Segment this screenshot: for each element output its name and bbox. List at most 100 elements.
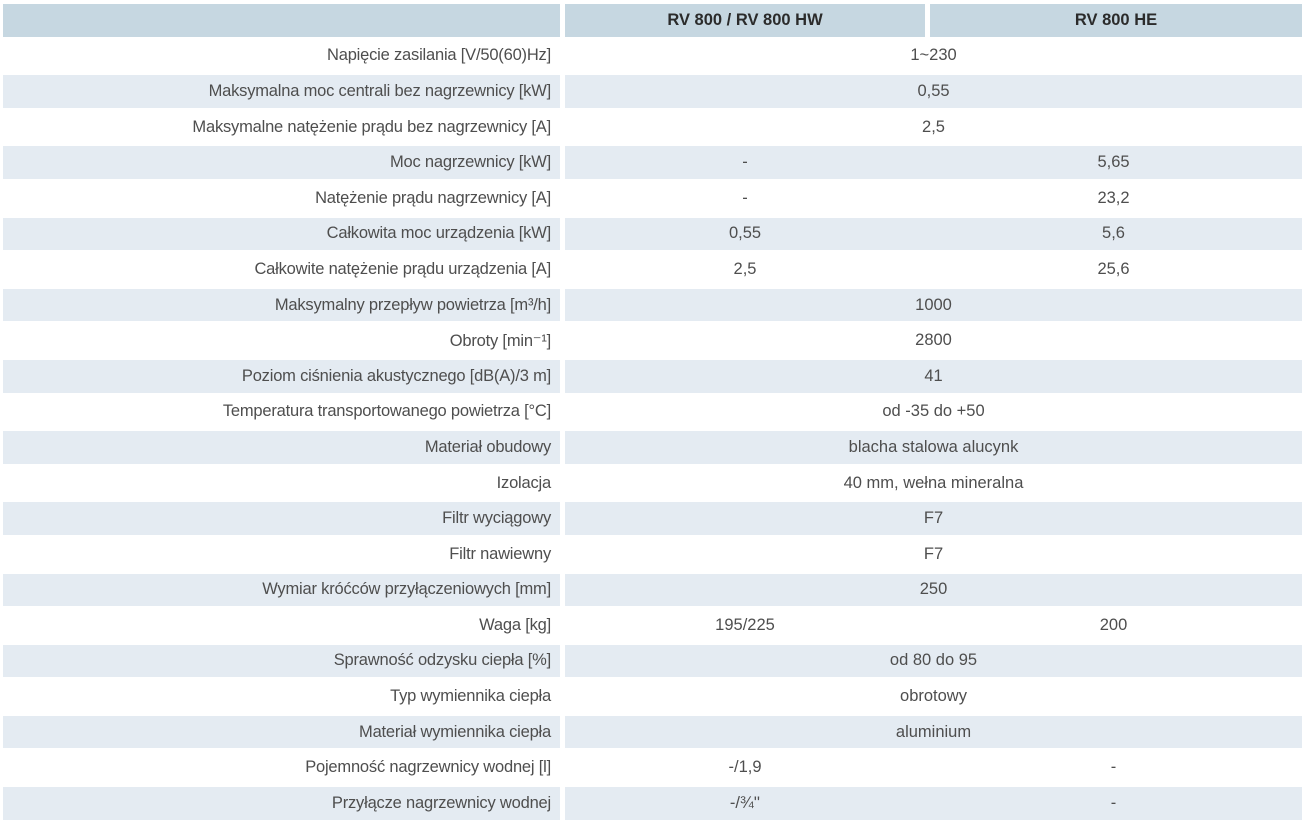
table-row: Maksymalny przepływ powietrza [m³/h] 100…: [3, 288, 1302, 322]
row-values: obrotowy: [565, 680, 1302, 713]
table-row: Filtr wyciągowy F7: [3, 502, 1302, 535]
row-label: Obroty [min⁻¹]: [449, 331, 551, 350]
row-label: Przyłącze nagrzewnicy wodnej: [3, 787, 560, 820]
table-row: Natężenie prądu nagrzewnicy [A] - 23,2: [3, 182, 1302, 215]
row-label: Całkowite natężenie prądu urządzenia [A]: [254, 259, 551, 278]
row-label: Wymiar króćców przyłączeniowych [mm]: [3, 573, 560, 607]
table-row: Przyłącze nagrzewnicy wodnej -/¾'' -: [3, 787, 1302, 820]
table-header-row: RV 800 / RV 800 HW RV 800 HE: [3, 4, 1302, 37]
table-row: Waga [kg] 195/225 200: [3, 609, 1302, 642]
row-value-col1: -: [742, 188, 748, 207]
specification-table: RV 800 / RV 800 HW RV 800 HE Napięcie za…: [3, 4, 1302, 820]
row-values: 2800: [565, 324, 1302, 357]
table-row: Izolacja 40 mm, wełna mineralna: [3, 467, 1302, 500]
row-value: 40 mm, wełna mineralna: [843, 473, 1024, 492]
row-label: Waga [kg]: [479, 615, 551, 634]
row-value: 1000: [915, 295, 952, 314]
row-value: od 80 do 95: [889, 651, 978, 670]
table-row: Poziom ciśnienia akustycznego [dB(A)/3 m…: [3, 359, 1302, 393]
row-label: Napięcie zasilania [V/50(60)Hz]: [327, 46, 551, 65]
row-value: 250: [919, 580, 948, 599]
row-values: - 5,65: [565, 146, 1302, 179]
row-value: 2800: [915, 331, 952, 350]
row-value-col1: -: [742, 153, 748, 172]
table-row: Materiał obudowy blacha stalowa alucynk: [3, 431, 1302, 464]
row-values: - 23,2: [565, 182, 1302, 215]
row-label: Natężenie prądu nagrzewnicy [A]: [315, 188, 551, 207]
row-value: 1~230: [910, 46, 957, 65]
row-label: Materiał wymiennika ciepła: [3, 715, 560, 749]
table-row: Maksymalna moc centrali bez nagrzewnicy …: [3, 75, 1302, 108]
row-values: 2,5 25,6: [565, 253, 1302, 286]
row-value: F7: [923, 509, 944, 528]
row-value: 41: [924, 366, 943, 385]
table-row: Obroty [min⁻¹] 2800: [3, 324, 1302, 357]
table-row: Materiał wymiennika ciepła aluminium: [3, 715, 1302, 749]
row-values: 2,5: [565, 111, 1302, 144]
row-values: 250: [565, 573, 1302, 607]
row-values: -/¾'' -: [565, 787, 1302, 820]
row-value: F7: [923, 544, 944, 563]
row-label: Maksymalne natężenie prądu bez nagrzewni…: [192, 117, 551, 136]
row-values: od 80 do 95: [565, 644, 1302, 678]
row-label: Materiał obudowy: [3, 431, 560, 464]
row-value: aluminium: [895, 722, 972, 741]
header-values: RV 800 / RV 800 HW RV 800 HE: [565, 4, 1302, 37]
row-value-col2: 23,2: [1097, 188, 1130, 207]
row-value: obrotowy: [900, 687, 967, 706]
row-values: F7: [565, 538, 1302, 571]
row-value-col2: 200: [1099, 615, 1128, 634]
row-values: 41: [565, 359, 1302, 393]
header-label-cell: [3, 4, 560, 37]
table-row: Napięcie zasilania [V/50(60)Hz] 1~230: [3, 40, 1302, 73]
row-label: Temperatura transportowanego powietrza […: [222, 402, 551, 421]
row-label: Pojemność nagrzewnicy wodnej [l]: [305, 758, 551, 777]
column-header-rv800-rv800hw: RV 800 / RV 800 HW: [565, 4, 925, 37]
row-values: 195/225 200: [565, 609, 1302, 642]
row-value: od -35 do +50: [882, 402, 985, 421]
row-value: 2,5: [922, 117, 945, 136]
column-header-rv800he: RV 800 HE: [930, 4, 1302, 37]
row-label: Moc nagrzewnicy [kW]: [3, 146, 560, 179]
row-values: blacha stalowa alucynk: [565, 431, 1302, 464]
row-label: Poziom ciśnienia akustycznego [dB(A)/3 m…: [3, 359, 560, 393]
row-value-col2: 5,65: [1097, 153, 1130, 172]
row-label: Maksymalna moc centrali bez nagrzewnicy …: [3, 75, 560, 108]
row-value-col2: 5,6: [1102, 224, 1125, 243]
row-values: F7: [565, 502, 1302, 535]
row-values: 0,55 5,6: [565, 217, 1302, 251]
row-value-col1: 0,55: [728, 224, 762, 243]
table-row: Filtr nawiewny F7: [3, 538, 1302, 571]
row-value-col2: -: [1110, 758, 1117, 777]
row-value: blacha stalowa alucynk: [848, 437, 1019, 456]
row-label: Filtr nawiewny: [449, 544, 551, 563]
row-value-col1: -/1,9: [728, 758, 762, 777]
row-values: 1000: [565, 288, 1302, 322]
row-value-col1: 195/225: [715, 615, 775, 634]
row-label: Typ wymiennika ciepła: [390, 687, 551, 706]
row-label: Sprawność odzysku ciepła [%]: [3, 644, 560, 678]
table-row: Całkowite natężenie prądu urządzenia [A]…: [3, 253, 1302, 286]
table-row: Moc nagrzewnicy [kW] - 5,65: [3, 146, 1302, 179]
row-value-col1: 2,5: [733, 259, 757, 278]
row-value: 0,55: [917, 81, 950, 100]
row-values: -/1,9 -: [565, 751, 1302, 784]
table-row: Pojemność nagrzewnicy wodnej [l] -/1,9 -: [3, 751, 1302, 784]
row-label: Izolacja: [496, 473, 552, 492]
row-label: Całkowita moc urządzenia [kW]: [3, 217, 560, 251]
table-row: Sprawność odzysku ciepła [%] od 80 do 95: [3, 644, 1302, 678]
row-value-col2: -: [1110, 793, 1117, 812]
table-row: Całkowita moc urządzenia [kW] 0,55 5,6: [3, 217, 1302, 251]
row-value-col2: 25,6: [1097, 259, 1130, 278]
row-values: 1~230: [565, 40, 1302, 73]
table-row: Maksymalne natężenie prądu bez nagrzewni…: [3, 111, 1302, 144]
row-value-col1: -/¾'': [729, 793, 761, 812]
row-values: aluminium: [565, 715, 1302, 749]
row-label: Filtr wyciągowy: [3, 502, 560, 535]
row-values: 40 mm, wełna mineralna: [565, 467, 1302, 500]
row-label: Maksymalny przepływ powietrza [m³/h]: [3, 288, 560, 322]
table-row: Typ wymiennika ciepła obrotowy: [3, 680, 1302, 713]
row-values: 0,55: [565, 75, 1302, 108]
table-row: Temperatura transportowanego powietrza […: [3, 396, 1302, 429]
table-row: Wymiar króćców przyłączeniowych [mm] 250: [3, 573, 1302, 607]
